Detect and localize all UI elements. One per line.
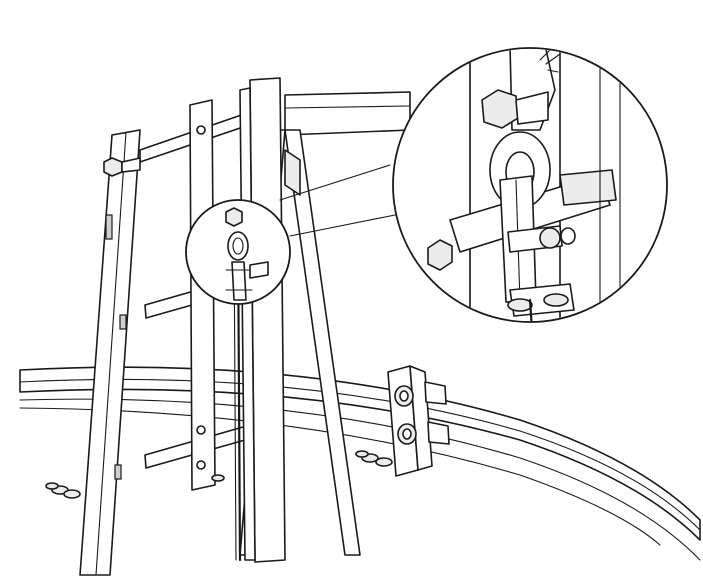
rim-bolts: [45, 450, 393, 499]
ladder-rail-left-outer: [79, 129, 141, 576]
mounting-bracket: [387, 365, 450, 477]
top-beam: [284, 91, 411, 136]
callout-leader: [279, 164, 396, 237]
ladder-rail-right: [239, 77, 286, 563]
small-detail-circle: [185, 199, 291, 305]
large-detail-callout: [392, 47, 668, 323]
hex-nut-top-left: [103, 157, 141, 177]
